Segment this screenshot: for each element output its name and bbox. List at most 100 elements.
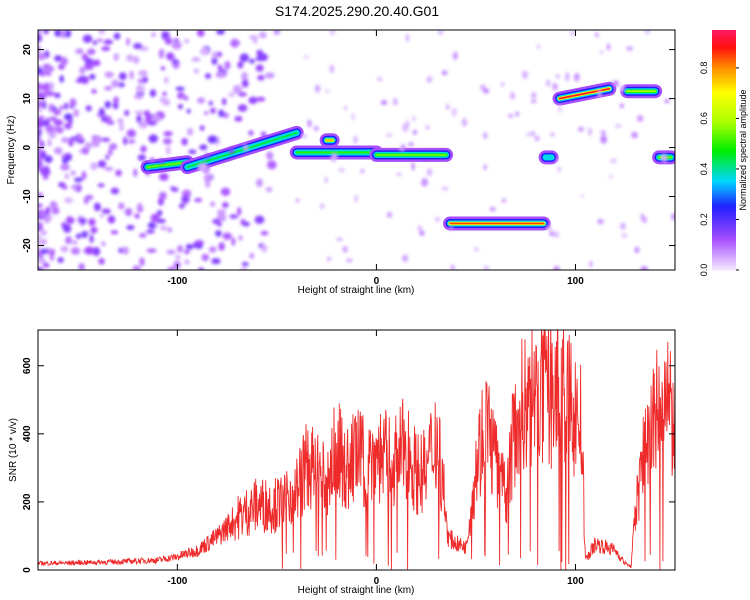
colorbar-step: [712, 80, 736, 83]
noise-blob: [216, 30, 225, 35]
noise-blob: [179, 203, 185, 209]
noise-blob: [146, 248, 157, 253]
noise-blob: [60, 163, 70, 171]
noise-blob: [164, 36, 173, 45]
noise-blob: [191, 57, 201, 62]
noise-blob: [125, 54, 135, 62]
noise-blob: [553, 231, 560, 239]
colorbar-step: [712, 36, 736, 39]
noise-blob: [184, 259, 190, 265]
noise-blob: [42, 175, 49, 180]
colorbar-tick-label: 0.0: [699, 264, 709, 277]
noise-blob: [580, 194, 585, 198]
colorbar-step: [712, 192, 736, 195]
noise-blob: [207, 135, 218, 144]
noise-blob: [408, 142, 414, 147]
noise-blob: [118, 72, 127, 81]
spectral-ridge: [552, 81, 617, 106]
noise-blob: [73, 109, 79, 117]
noise-blob: [211, 51, 218, 59]
noise-blob: [525, 132, 532, 137]
noise-blob: [77, 134, 84, 141]
noise-blob: [330, 155, 337, 162]
noise-blob: [500, 82, 505, 87]
noise-blob: [360, 169, 365, 174]
noise-blob: [314, 84, 321, 93]
noise-blob: [174, 254, 182, 260]
noise-blob: [124, 109, 130, 117]
noise-blob: [110, 187, 120, 195]
colorbar-step: [712, 266, 736, 269]
noise-blob: [606, 43, 611, 51]
noise-blob: [238, 235, 243, 241]
noise-blob: [421, 178, 428, 187]
y-tick-label: 0: [22, 144, 33, 150]
noise-blob: [81, 231, 88, 238]
noise-blob: [402, 123, 409, 132]
noise-blob: [260, 131, 267, 137]
noise-blob: [242, 221, 250, 227]
colorbar-step: [712, 262, 736, 265]
noise-blob: [353, 135, 358, 145]
colorbar-step: [712, 118, 736, 121]
colorbar-step: [712, 92, 736, 95]
noise-blob: [215, 230, 222, 237]
noise-blob: [549, 231, 555, 237]
noise-blob: [45, 213, 52, 222]
colorbar-step: [712, 258, 736, 261]
colorbar-step: [712, 138, 736, 141]
noise-blob: [501, 198, 506, 203]
y-tick-label: 10: [22, 93, 33, 105]
colorbar-step: [712, 188, 736, 191]
noise-blob: [140, 145, 147, 153]
noise-blob: [136, 203, 143, 211]
noise-blob: [326, 256, 332, 262]
noise-blob: [249, 58, 255, 64]
noise-blob: [88, 218, 96, 226]
noise-blob: [167, 266, 176, 270]
noise-blob: [489, 206, 496, 212]
colorbar-step: [712, 162, 736, 165]
spectrogram-xlabel: Height of straight line (km): [298, 285, 415, 296]
noise-blob: [38, 238, 46, 246]
noise-blob: [122, 136, 128, 146]
noise-blob: [126, 224, 135, 231]
colorbar-step: [712, 250, 736, 253]
noise-blob: [266, 160, 277, 170]
noise-blob: [38, 235, 41, 240]
noise-blob: [74, 177, 83, 183]
noise-blob: [216, 213, 227, 222]
colorbar-step: [712, 88, 736, 91]
noise-blob: [97, 160, 107, 168]
noise-blob: [507, 114, 514, 118]
figure-title: S174.2025.290.20.40.G01: [275, 3, 439, 19]
colorbar-label: Normalized spectral amplitude: [738, 89, 748, 210]
noise-blob: [96, 38, 104, 43]
noise-blob: [181, 195, 190, 204]
noise-blob: [241, 79, 249, 88]
noise-blob: [132, 265, 141, 270]
noise-blob: [482, 132, 488, 140]
colorbar-step: [712, 224, 736, 227]
noise-blob: [142, 76, 149, 84]
noise-blob: [303, 55, 310, 59]
noise-blob: [87, 48, 96, 55]
noise-blob: [401, 254, 409, 262]
colorbar-step: [712, 144, 736, 147]
noise-blob: [187, 127, 194, 136]
noise-blob: [256, 49, 264, 57]
colorbar-step: [712, 64, 736, 67]
ridge-stroke: [558, 87, 611, 100]
noise-blob: [377, 76, 383, 82]
noise-blob: [60, 30, 66, 39]
noise-blob: [185, 243, 194, 250]
colorbar-step: [712, 218, 736, 221]
colorbar-step: [712, 204, 736, 207]
colorbar-step: [712, 136, 736, 139]
noise-blob: [79, 66, 86, 75]
colorbar-tick-label: 0.6: [699, 112, 709, 125]
noise-blob: [106, 115, 112, 124]
colorbar-step: [712, 268, 736, 271]
noise-blob: [212, 218, 220, 225]
